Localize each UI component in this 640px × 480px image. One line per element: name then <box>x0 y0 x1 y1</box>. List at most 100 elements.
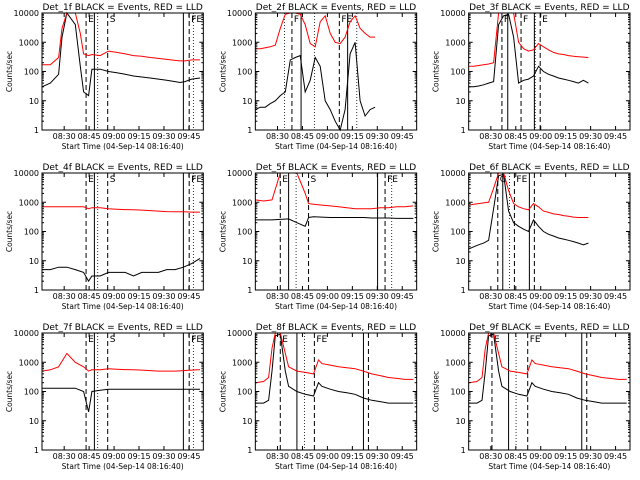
x-axis-label: Start Time (04-Sep-14 08:16:40) <box>275 302 397 311</box>
panel-6: Det_6f BLACK = Events, RED = LLD G FE 1 10 10… <box>432 163 631 311</box>
marker-label: S <box>110 335 116 345</box>
marker-label: S <box>110 175 116 185</box>
panel-title: Det_6f BLACK = Events, RED = LLD <box>469 163 629 173</box>
x-tick-label: 09:00 <box>103 452 126 461</box>
marker-label: E <box>88 175 94 185</box>
y-tick-label: 10 <box>242 97 252 106</box>
x-tick-label: 08:30 <box>479 132 502 141</box>
plot-frame <box>468 332 631 451</box>
marker-label: E <box>88 15 94 25</box>
panel-title: Det_2f BLACK = Events, RED = LLD <box>256 3 416 13</box>
panel-title: Det_7f BLACK = Events, RED = LLD <box>42 323 202 333</box>
panel-8: Det_8f BLACK = Events, RED = LLD E FE 1 10 10… <box>218 323 418 471</box>
y-tick-label: 10000 <box>227 9 252 18</box>
x-tick-label: 09:30 <box>152 132 175 141</box>
x-axis-label: Start Time (04-Sep-14 08:16:40) <box>62 302 184 311</box>
y-tick-label: 100 <box>237 388 252 397</box>
y-tick-label: 10 <box>29 417 39 426</box>
marker-label: F <box>294 15 299 25</box>
x-tick-label: 08:30 <box>479 452 502 461</box>
x-tick-label: 09:30 <box>366 292 389 301</box>
x-tick-label: 08:45 <box>291 132 314 141</box>
marker-label: F <box>387 175 392 185</box>
x-axis-label: Start Time (04-Sep-14 08:16:40) <box>62 462 184 471</box>
y-tick-label: 1 <box>247 286 252 295</box>
y-tick-label: 1000 <box>19 358 39 367</box>
x-tick-label: 09:45 <box>604 452 627 461</box>
x-tick-label: 09:45 <box>391 292 414 301</box>
x-tick-label: 09:00 <box>103 292 126 301</box>
y-tick-label: 1000 <box>445 198 465 207</box>
y-tick-label: 10000 <box>14 169 39 178</box>
marker-label: F <box>191 175 196 185</box>
panel-9: Det_9f BLACK = Events, RED = LLD E FE 1 10 10… <box>432 323 631 471</box>
panel-title: Det_1f BLACK = Events, RED = LLD <box>42 3 202 13</box>
marker-label: FE <box>316 335 327 345</box>
x-tick-label: 09:45 <box>391 132 414 141</box>
x-tick-label: 08:45 <box>291 292 314 301</box>
y-axis-label: Counts/sec <box>218 51 227 92</box>
marker-label: G <box>500 175 507 185</box>
y-tick-label: 10 <box>29 257 39 266</box>
y-tick-label: 10 <box>455 97 465 106</box>
x-tick-label: 08:30 <box>53 292 76 301</box>
y-tick-label: 1000 <box>19 198 39 207</box>
x-tick-label: 08:30 <box>266 132 289 141</box>
y-axis-label: Counts/sec <box>5 371 14 412</box>
x-tick-label: 08:30 <box>53 132 76 141</box>
y-tick-label: 1 <box>461 286 466 295</box>
plot-frame <box>468 12 631 131</box>
y-axis-label: Counts/sec <box>432 51 441 92</box>
y-axis-label: Counts/sec <box>218 211 227 252</box>
x-tick-label: 08:45 <box>78 452 101 461</box>
x-tick-label: 09:00 <box>529 132 552 141</box>
x-tick-label: 08:30 <box>266 292 289 301</box>
x-tick-label: 08:45 <box>504 452 527 461</box>
plot-frame <box>41 332 204 451</box>
panel-title: Det_4f BLACK = Events, RED = LLD <box>42 163 202 173</box>
x-tick-label: 09:45 <box>177 452 200 461</box>
series-events-line <box>255 42 376 132</box>
x-tick-label: 09:45 <box>391 452 414 461</box>
x-axis-label: Start Time (04-Sep-14 08:16:40) <box>275 462 397 471</box>
x-tick-label: 08:45 <box>78 132 101 141</box>
y-tick-label: 1000 <box>445 38 465 47</box>
y-tick-label: 10000 <box>14 9 39 18</box>
x-tick-label: 09:15 <box>554 132 577 141</box>
marker-label: E <box>542 15 548 25</box>
y-tick-label: 100 <box>24 228 39 237</box>
panel-title: Det_8f BLACK = Events, RED = LLD <box>256 323 416 333</box>
y-tick-label: 10 <box>242 417 252 426</box>
x-tick-label: 09:15 <box>554 452 577 461</box>
plot-frame <box>41 12 204 131</box>
y-tick-label: 1000 <box>232 38 252 47</box>
x-tick-label: 08:30 <box>479 292 502 301</box>
x-axis-label: Start Time (04-Sep-14 08:16:40) <box>488 302 610 311</box>
marker-label: S <box>311 175 317 185</box>
y-tick-label: 1000 <box>445 358 465 367</box>
x-tick-label: 09:00 <box>529 292 552 301</box>
y-tick-label: 100 <box>237 68 252 77</box>
y-tick-label: 10000 <box>14 329 39 338</box>
x-tick-label: 09:30 <box>579 452 602 461</box>
y-tick-label: 100 <box>237 228 252 237</box>
x-axis-label: Start Time (04-Sep-14 08:16:40) <box>488 142 610 151</box>
y-tick-label: 1 <box>34 126 39 135</box>
y-tick-label: 10000 <box>227 329 252 338</box>
x-axis-label: Start Time (04-Sep-14 08:16:40) <box>488 462 610 471</box>
panel-5: Det_5f BLACK = Events, RED = LLD E S FFE 1 10… <box>218 163 418 311</box>
series-lld-line <box>468 332 627 384</box>
plot-frame <box>254 172 418 291</box>
panel-4: Det_4f BLACK = Events, RED = LLD E S FFE 1 10… <box>5 163 204 311</box>
series-lld-line <box>42 206 200 213</box>
panel-title: Det_3f BLACK = Events, RED = LLD <box>469 3 629 13</box>
panel-7: Det_7f BLACK = Events, RED = LLD E S FFE 1 10… <box>5 323 204 471</box>
y-axis-label: Counts/sec <box>432 211 441 252</box>
y-tick-label: 10 <box>242 257 252 266</box>
marker-label: FE <box>191 15 202 25</box>
plot-frame <box>254 332 418 451</box>
x-tick-label: 09:30 <box>366 132 389 141</box>
marker-label: E <box>282 335 288 345</box>
x-tick-label: 08:45 <box>291 452 314 461</box>
